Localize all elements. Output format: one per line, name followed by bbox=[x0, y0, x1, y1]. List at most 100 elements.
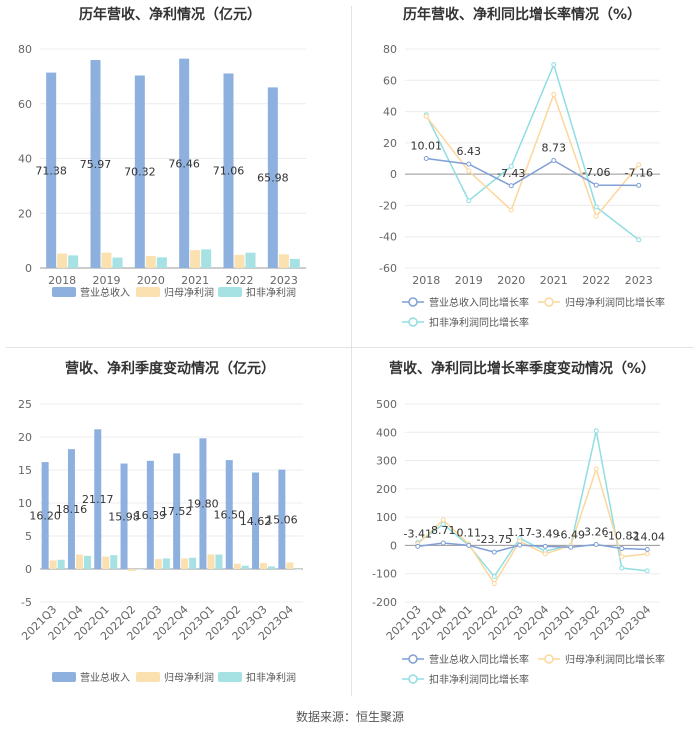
bar-deducted bbox=[189, 557, 197, 569]
data-point bbox=[466, 168, 472, 174]
bar-netprofit bbox=[154, 559, 162, 569]
legend-marker bbox=[408, 317, 418, 327]
data-label: -10.82 bbox=[604, 529, 639, 542]
data-label: -7.16 bbox=[625, 166, 653, 179]
y-tick-label: 100 bbox=[376, 511, 397, 524]
data-label: 15.06 bbox=[266, 513, 298, 526]
data-point bbox=[466, 542, 472, 548]
bar-deducted bbox=[83, 555, 91, 569]
legend-marker bbox=[544, 297, 554, 307]
data-point bbox=[423, 113, 429, 119]
legend-swatch bbox=[52, 287, 76, 297]
y-tick-label: -20 bbox=[379, 199, 397, 212]
legend-marker bbox=[408, 654, 418, 664]
y-tick-label: 0 bbox=[390, 539, 397, 552]
x-tick-label: 2019 bbox=[93, 274, 121, 287]
bar-revenue bbox=[173, 453, 181, 569]
y-tick-label: 0 bbox=[390, 168, 397, 181]
bar-revenue bbox=[94, 429, 102, 569]
y-tick-label: 15 bbox=[18, 464, 32, 477]
data-label: 71.06 bbox=[213, 165, 245, 178]
y-tick-label: 20 bbox=[18, 431, 32, 444]
y-tick-label: 10 bbox=[18, 497, 32, 510]
data-point bbox=[440, 540, 446, 546]
bar-deducted bbox=[68, 255, 79, 268]
x-tick-label: 2020 bbox=[497, 274, 525, 287]
data-label: -7.06 bbox=[582, 166, 610, 179]
bar-deducted bbox=[241, 565, 249, 569]
y-tick-label: 20 bbox=[383, 137, 397, 150]
x-tick-label: 2021 bbox=[181, 274, 209, 287]
data-point bbox=[491, 581, 497, 587]
x-tick-label: 2021 bbox=[540, 274, 568, 287]
legend-label: 归母净利润同比增长率 bbox=[565, 653, 665, 666]
bar-revenue bbox=[278, 469, 286, 569]
bar-netprofit bbox=[278, 254, 289, 268]
data-label: -3.41 bbox=[404, 527, 432, 540]
bar-deducted bbox=[136, 569, 144, 570]
data-point bbox=[508, 163, 514, 169]
data-point bbox=[508, 207, 514, 213]
legend-swatch bbox=[218, 287, 242, 297]
chart1-annual-revenue-profit: 0 20 40 60 80 71.38 2018 75.97 2019 70.32 2020 76.4… bbox=[18, 43, 306, 299]
bar-revenue bbox=[179, 58, 190, 268]
legend-swatch bbox=[52, 672, 76, 682]
bar-revenue bbox=[223, 73, 234, 268]
bar-deducted bbox=[162, 558, 170, 569]
bar-revenue bbox=[146, 460, 154, 569]
data-point bbox=[551, 157, 557, 163]
bar-netprofit bbox=[101, 252, 112, 268]
legend-label: 扣非净利润 bbox=[246, 671, 296, 684]
data-label: 0.11 bbox=[457, 526, 482, 539]
x-tick-label: 2019 bbox=[455, 274, 483, 287]
data-point bbox=[636, 237, 642, 243]
legend-swatch bbox=[136, 672, 160, 682]
chart3-quarterly-revenue-profit: -5051015202516.202021Q318.162021Q421.172… bbox=[18, 398, 303, 684]
y-tick-label: -100 bbox=[372, 568, 397, 581]
bar-deducted bbox=[57, 559, 65, 569]
bar-deducted bbox=[110, 555, 118, 569]
data-label: 75.97 bbox=[80, 158, 112, 171]
series-line-netprofit bbox=[425, 92, 640, 218]
data-point bbox=[644, 551, 650, 557]
x-tick-label: 2023 bbox=[270, 274, 298, 287]
x-tick-label: 2020 bbox=[137, 274, 165, 287]
data-point bbox=[593, 204, 599, 210]
data-label: -14.04 bbox=[630, 530, 665, 543]
legend-label: 归母净利润同比增长率 bbox=[565, 296, 665, 309]
data-point bbox=[593, 542, 599, 548]
bar-revenue bbox=[67, 449, 75, 569]
data-label: 76.46 bbox=[168, 157, 200, 170]
y-tick-label: 400 bbox=[376, 426, 397, 439]
y-tick-label: 25 bbox=[18, 398, 32, 411]
chart1-title: 历年营收、净利情况（亿元） bbox=[79, 7, 261, 23]
bar-revenue bbox=[120, 463, 128, 569]
data-point bbox=[491, 549, 497, 555]
series-line-deducted bbox=[417, 430, 648, 578]
data-point bbox=[542, 543, 548, 549]
bar-netprofit bbox=[207, 554, 215, 569]
bar-netprofit bbox=[128, 569, 136, 571]
data-label: 1.17 bbox=[508, 526, 533, 539]
data-point bbox=[491, 574, 497, 580]
bar-netprofit bbox=[190, 250, 201, 268]
bar-revenue bbox=[225, 460, 233, 569]
data-label: 14.62 bbox=[240, 515, 272, 528]
legend-swatch bbox=[136, 287, 160, 297]
data-label: 18.16 bbox=[56, 503, 88, 516]
data-label: 8.73 bbox=[542, 141, 567, 154]
bar-netprofit bbox=[57, 253, 68, 268]
data-label: 21.17 bbox=[82, 493, 114, 506]
legend-marker bbox=[408, 297, 418, 307]
horizontal-divider bbox=[6, 347, 694, 348]
bar-netprofit bbox=[234, 254, 245, 268]
data-point bbox=[644, 546, 650, 552]
data-point bbox=[619, 554, 625, 560]
data-label: 10.01 bbox=[411, 139, 443, 152]
bar-revenue bbox=[267, 87, 278, 268]
y-tick-label: 0 bbox=[25, 563, 32, 576]
y-tick-label: -200 bbox=[372, 596, 397, 609]
bar-revenue bbox=[90, 60, 101, 268]
series-line-revenue bbox=[417, 542, 648, 553]
data-point bbox=[508, 183, 514, 189]
